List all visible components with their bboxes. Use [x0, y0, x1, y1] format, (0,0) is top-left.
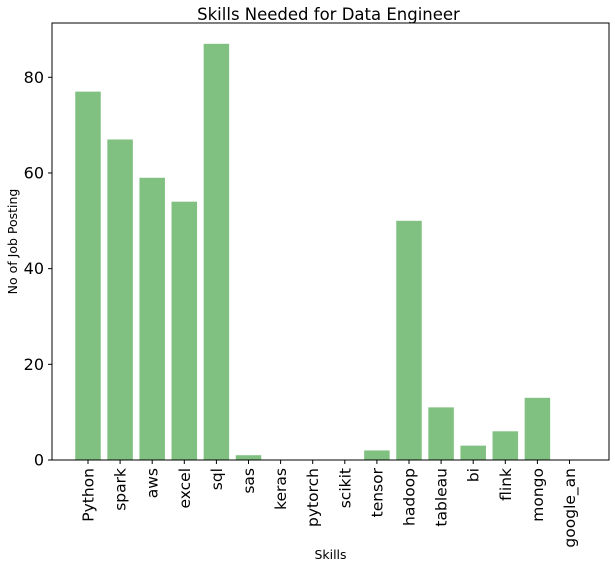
chart-title: Skills Needed for Data Engineer: [197, 5, 460, 24]
x-tick-label: tensor: [368, 467, 386, 517]
bar-sql: [203, 43, 230, 461]
y-tick-label: 0: [34, 451, 44, 470]
x-axis-ticks: Python spark aws excel sql sas keras pytorch sci…: [80, 460, 580, 548]
x-tick-label: sql: [208, 468, 226, 490]
bar-sas: [235, 455, 262, 460]
x-tick-label: tableau: [433, 468, 451, 527]
plot-frame: [51, 22, 610, 461]
x-tick-label: aws: [144, 468, 162, 498]
bar-excel: [171, 201, 198, 461]
bar-aws: [139, 177, 165, 460]
x-tick-label: hadoop: [401, 468, 419, 526]
y-axis-ticks: 0 20 40 60 80: [24, 68, 52, 470]
x-tick-label: pytorch: [304, 468, 322, 527]
bar-Python: [75, 91, 101, 460]
y-tick-label: 40: [24, 259, 44, 278]
bars-group: [75, 43, 551, 461]
y-tick-label: 20: [24, 355, 44, 374]
x-tick-label: flink: [497, 468, 515, 501]
x-tick-label: excel: [176, 468, 194, 509]
y-axis-label: No of Job Posting: [5, 189, 20, 295]
x-tick-label: spark: [112, 468, 130, 511]
bar-tableau: [428, 407, 454, 460]
x-tick-label: mongo: [529, 468, 547, 522]
bar-bi: [460, 445, 486, 460]
bar-spark: [107, 139, 133, 461]
bar-hadoop: [396, 220, 422, 460]
y-tick-label: 60: [24, 163, 44, 182]
x-tick-label: keras: [272, 468, 290, 510]
bar-flink: [492, 431, 519, 460]
bar-mongo: [524, 397, 551, 460]
x-axis-label: Skills: [314, 547, 346, 562]
x-tick-label: Python: [80, 468, 98, 522]
x-tick-label: scikit: [336, 468, 354, 508]
x-tick-label: sas: [240, 468, 258, 494]
x-tick-label: bi: [465, 468, 483, 482]
bar-tensor: [364, 450, 390, 460]
x-tick-label: google_an: [561, 468, 580, 548]
y-tick-label: 80: [24, 68, 44, 87]
